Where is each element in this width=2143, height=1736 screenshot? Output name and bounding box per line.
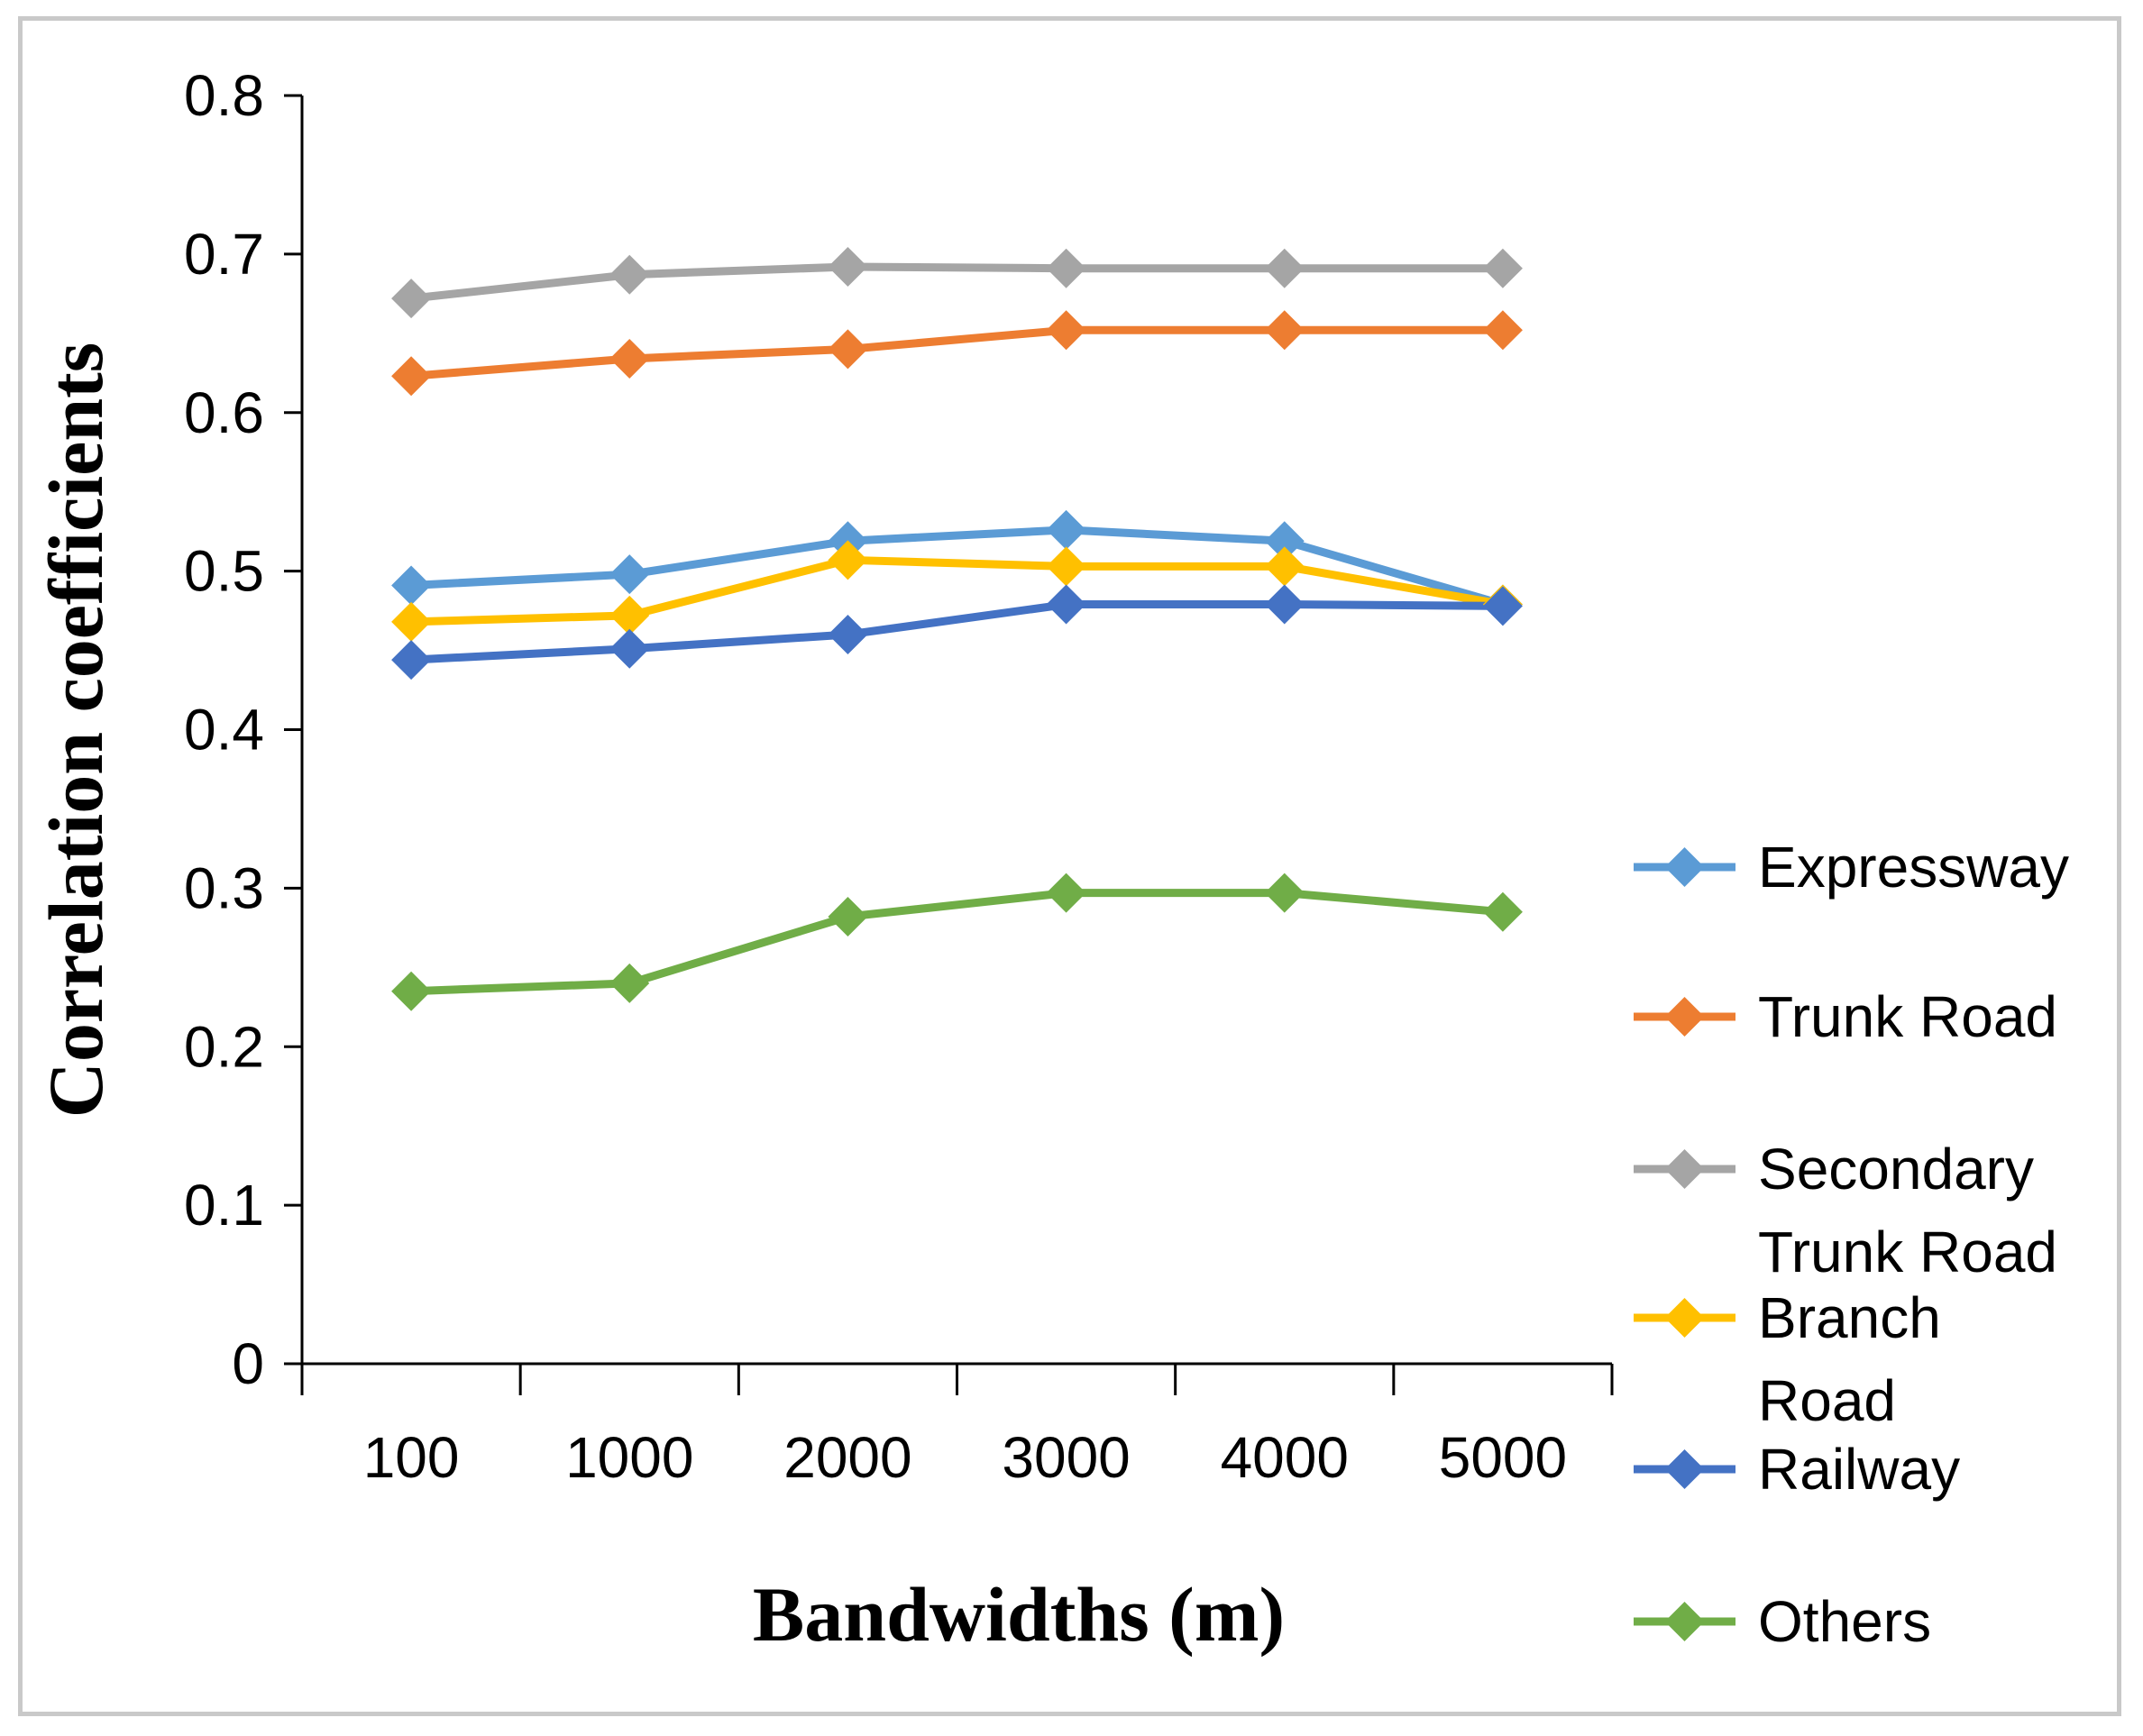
- y-tick-label: 0: [232, 1331, 264, 1396]
- data-point-railway: [609, 628, 650, 669]
- figure-frame: [18, 16, 2121, 1716]
- series-line-branch-road: [410, 555, 1504, 626]
- series-line-trunk-road: [410, 325, 1503, 380]
- y-tick-label: 0.8: [184, 63, 264, 128]
- legend-swatch-marker: [1664, 997, 1705, 1037]
- tick-labels: 0 0.1 0.2 0.3 0.4 0.5 0.6 0.7 0.8 100 1000 2000 3000…: [184, 63, 1567, 1490]
- legend-label: Railway: [1758, 1437, 1960, 1502]
- data-point-expressway: [391, 565, 432, 606]
- legend-swatch-marker: [1664, 1449, 1705, 1489]
- legend-item-railway: Railway: [1634, 1437, 1960, 1502]
- legend-label: Branch Road: [1758, 1285, 1941, 1433]
- data-point-secondary-trunk-road: [1046, 248, 1086, 288]
- data-point-secondary-trunk-road: [1482, 248, 1523, 288]
- data-point-secondary-trunk-road: [1264, 248, 1305, 288]
- y-tick-label: 0.2: [184, 1014, 264, 1079]
- x-tick-label: 5000: [1439, 1425, 1567, 1490]
- data-point-railway: [1482, 586, 1523, 626]
- legend-item-others: Others: [1634, 1589, 1931, 1654]
- data-point-trunk-road: [391, 356, 432, 397]
- legend-label: Others: [1758, 1589, 1931, 1654]
- legend-swatch-marker: [1664, 1298, 1705, 1338]
- data-point-secondary-trunk-road: [391, 279, 432, 319]
- legend: Expressway Trunk Road Secondary Trunk RoadB…: [1634, 835, 2069, 1654]
- data-point-branch-road: [1264, 546, 1305, 587]
- legend-swatch-marker: [1664, 1149, 1705, 1189]
- y-tick-label: 0.3: [184, 855, 264, 920]
- data-point-others: [828, 897, 868, 937]
- y-tick-label: 0.7: [184, 222, 264, 287]
- data-point-expressway: [609, 554, 650, 595]
- legend-item-secondary-trunk-road: Secondary Trunk Road: [1634, 1137, 2057, 1284]
- data-point-expressway: [1264, 521, 1305, 562]
- data-point-railway: [828, 614, 868, 654]
- legend-item-expressway: Expressway: [1634, 835, 2069, 900]
- y-tick-label: 0.5: [184, 539, 264, 604]
- x-tick-label: 1000: [565, 1425, 693, 1490]
- data-point-others: [1482, 891, 1523, 932]
- data-point-secondary-trunk-road: [609, 254, 650, 295]
- data-point-trunk-road: [1264, 310, 1305, 351]
- series-line-expressway: [410, 525, 1505, 608]
- data-point-trunk-road: [1482, 310, 1523, 351]
- data-point-trunk-road: [828, 329, 868, 370]
- data-point-branch-road: [609, 595, 650, 635]
- data-point-railway: [391, 640, 432, 681]
- data-point-railway: [1046, 584, 1086, 625]
- data-point-others: [609, 963, 650, 1003]
- x-axis-title: Bandwidths (m): [753, 1571, 1285, 1658]
- data-point-secondary-trunk-road: [828, 246, 868, 287]
- legend-item-branch-road: Branch Road: [1634, 1285, 1941, 1433]
- x-tick-label: 2000: [783, 1425, 911, 1490]
- x-tick-label: 4000: [1221, 1425, 1349, 1490]
- data-point-railway: [1264, 584, 1305, 625]
- series-line-others: [410, 889, 1504, 996]
- series-line-railway: [410, 600, 1503, 664]
- data-point-others: [1264, 873, 1305, 913]
- legend-label: Trunk Road: [1758, 984, 2057, 1049]
- data-point-branch-road: [1046, 546, 1086, 587]
- legend-label: Expressway: [1758, 835, 2069, 900]
- data-point-trunk-road: [1046, 310, 1086, 351]
- data-point-others: [391, 971, 432, 1011]
- data-point-trunk-road: [609, 338, 650, 379]
- legend-swatch-marker: [1664, 1602, 1705, 1641]
- y-tick-label: 0.1: [184, 1173, 264, 1238]
- data-point-branch-road: [391, 601, 432, 642]
- y-axis-title: Correlation coefficients: [32, 343, 119, 1119]
- data-point-branch-road: [828, 540, 868, 580]
- x-tick-label: 100: [363, 1425, 460, 1490]
- legend-swatch-marker: [1664, 847, 1705, 887]
- y-tick-label: 0.4: [184, 698, 264, 763]
- y-tick-label: 0.6: [184, 380, 264, 445]
- x-tick-label: 3000: [1002, 1425, 1130, 1490]
- series-lines: [410, 262, 1505, 996]
- series-line-secondary-trunk-road: [410, 262, 1503, 303]
- series-markers: [391, 246, 1523, 1011]
- axes: [284, 94, 1614, 1395]
- data-point-expressway: [1046, 509, 1086, 550]
- legend-label: Secondary Trunk Road: [1758, 1137, 2057, 1284]
- data-point-others: [1046, 873, 1086, 913]
- legend-item-trunk-road: Trunk Road: [1634, 984, 2057, 1049]
